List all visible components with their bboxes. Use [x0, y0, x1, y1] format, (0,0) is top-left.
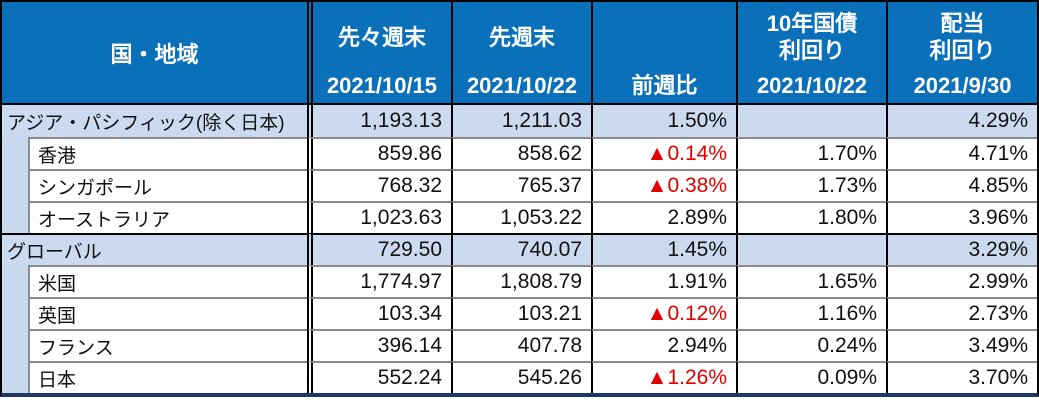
- cell-prev2: 859.86: [307, 137, 451, 169]
- cell-dividend: 3.96%: [886, 201, 1037, 233]
- indent-strip: [2, 361, 28, 393]
- header-date: 前週比: [631, 73, 698, 98]
- cell-dividend: 3.49%: [886, 329, 1037, 361]
- header-label: 先々週末: [337, 24, 426, 50]
- cell-prev2: 552.24: [307, 361, 451, 393]
- cell-wow: 1.45%: [591, 233, 736, 265]
- cell-prev: 545.26: [451, 361, 591, 393]
- cell-region: 香港: [28, 137, 307, 169]
- header-col-bond-yield: 10年国債 利回り 2021/10/22: [736, 2, 886, 103]
- indent-strip: [2, 169, 28, 201]
- cell-prev2: 768.32: [307, 169, 451, 201]
- table-row: 英国 103.34 103.21 ▲0.12% 1.16% 2.73%: [2, 297, 1037, 329]
- indent-strip: [2, 265, 28, 297]
- table-row: フランス 396.14 407.78 2.94% 0.24% 3.49%: [2, 329, 1037, 361]
- table-row: 香港 859.86 858.62 ▲0.14% 1.70% 4.71%: [2, 137, 1037, 169]
- cell-dividend: 3.70%: [886, 361, 1037, 393]
- cell-prev: 407.78: [451, 329, 591, 361]
- table-row: 日本 552.24 545.26 ▲1.26% 0.09% 3.70%: [2, 361, 1037, 393]
- cell-prev: 740.07: [451, 233, 591, 265]
- header-label: 先週末: [488, 24, 555, 50]
- header-region: 国・地域: [110, 41, 199, 67]
- cell-bond10y: [736, 105, 886, 137]
- cell-region: グローバル: [2, 233, 307, 265]
- cell-dividend: 2.73%: [886, 297, 1037, 329]
- header-label: 10年国債: [766, 11, 858, 36]
- header-label-wrap: 先週末: [453, 2, 591, 72]
- table-row: アジア・パシフィック(除く日本) 1,193.13 1,211.03 1.50%…: [2, 105, 1037, 137]
- cell-prev2: 1,193.13: [307, 105, 451, 137]
- indent-strip: [2, 137, 28, 169]
- cell-region: フランス: [28, 329, 307, 361]
- cell-region: シンガポール: [28, 169, 307, 201]
- header-date: 2021/10/22: [756, 73, 868, 98]
- cell-prev: 103.21: [451, 297, 591, 329]
- cell-bond10y: 1.73%: [736, 169, 886, 201]
- header-label-wrap: 10年国債 利回り: [738, 2, 886, 72]
- cell-wow: ▲0.12%: [591, 297, 736, 329]
- table-row: 米国 1,774.97 1,808.79 1.91% 1.65% 2.99%: [2, 265, 1037, 297]
- table-header: 国・地域 先々週末 2021/10/15 先週末 2021/10/22 前週比 …: [2, 2, 1037, 105]
- cell-dividend: 4.29%: [886, 105, 1037, 137]
- header-col-last-week: 先週末 2021/10/22: [451, 2, 591, 103]
- cell-bond10y: [736, 233, 886, 265]
- cell-bond10y: 0.09%: [736, 361, 886, 393]
- header-date: 2021/9/30: [913, 73, 1012, 98]
- cell-region: 日本: [28, 361, 307, 393]
- header-label-wrap: 先々週末: [313, 2, 451, 72]
- header-col-dividend-yield: 配当 利回り 2021/9/30: [886, 2, 1037, 103]
- cell-bond10y: 1.70%: [736, 137, 886, 169]
- cell-wow: 1.91%: [591, 265, 736, 297]
- cell-dividend: 2.99%: [886, 265, 1037, 297]
- cell-prev: 765.37: [451, 169, 591, 201]
- cell-prev2: 729.50: [307, 233, 451, 265]
- cell-dividend: 4.71%: [886, 137, 1037, 169]
- cell-wow: ▲0.38%: [591, 169, 736, 201]
- cell-region: アジア・パシフィック(除く日本): [7, 112, 285, 134]
- cell-prev2: 396.14: [307, 329, 451, 361]
- cell-wow: ▲1.26%: [591, 361, 736, 393]
- header-label: 利回り: [929, 38, 996, 63]
- cell-dividend: 3.29%: [886, 233, 1037, 265]
- cell-prev2: 1,023.63: [307, 201, 451, 233]
- cell-region: 英国: [28, 297, 307, 329]
- cell-region: 米国: [28, 265, 307, 297]
- header-date: 2021/10/22: [466, 73, 578, 98]
- cell-prev: 1,211.03: [451, 105, 591, 137]
- cell-wow: 2.94%: [591, 329, 736, 361]
- cell-dividend: 4.85%: [886, 169, 1037, 201]
- table-row: グローバル 729.50 740.07 1.45% 3.29%: [2, 233, 1037, 265]
- cell-prev2: 103.34: [307, 297, 451, 329]
- cell-region: オーストラリア: [28, 201, 307, 233]
- cell-wow: ▲0.14%: [591, 137, 736, 169]
- cell-prev: 858.62: [451, 137, 591, 169]
- table-row: オーストラリア 1,023.63 1,053.22 2.89% 1.80% 3.…: [2, 201, 1037, 233]
- header-label-wrap: [593, 2, 736, 72]
- cell-wow: 1.50%: [591, 105, 736, 137]
- cell-prev: 1,808.79: [451, 265, 591, 297]
- header-col-week-before-last: 先々週末 2021/10/15: [307, 2, 451, 103]
- cell-prev: 1,053.22: [451, 201, 591, 233]
- cell-bond10y: 1.80%: [736, 201, 886, 233]
- table-row: シンガポール 768.32 765.37 ▲0.38% 1.73% 4.85%: [2, 169, 1037, 201]
- header-label-wrap: 配当 利回り: [888, 2, 1037, 72]
- header-label: 利回り: [778, 38, 845, 63]
- cell-wow: 2.89%: [591, 201, 736, 233]
- indent-strip: [2, 201, 28, 233]
- cell-bond10y: 1.65%: [736, 265, 886, 297]
- cell-bond10y: 0.24%: [736, 329, 886, 361]
- header-date: 2021/10/15: [326, 73, 438, 98]
- header-label: 配当: [940, 11, 985, 36]
- indent-strip: [2, 329, 28, 361]
- indent-strip: [2, 297, 28, 329]
- header-col-wow-change: 前週比: [591, 2, 736, 103]
- cell-bond10y: 1.16%: [736, 297, 886, 329]
- cell-prev2: 1,774.97: [307, 265, 451, 297]
